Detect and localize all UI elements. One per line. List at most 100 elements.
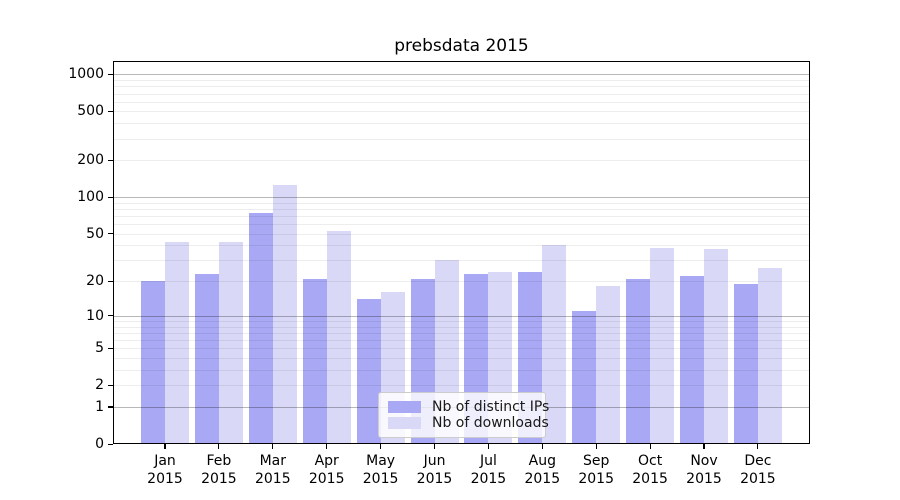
legend-entry-downloads: Nb of downloads [388, 415, 549, 431]
gridline-minor-50 [113, 233, 810, 235]
y-tick-mark-20 [108, 280, 113, 282]
y-tick-mark-500 [108, 110, 113, 113]
x-tick-mark-jan [164, 444, 166, 449]
gridline-minor-6 [113, 339, 810, 341]
bar-nb-of-distinct-ips-feb-2015 [194, 273, 219, 444]
gridline-minor-200 [113, 160, 810, 162]
y-tick-mark-5 [108, 347, 113, 349]
bar-nb-of-distinct-ips-dec-2015 [733, 283, 758, 444]
x-tick-mark-apr [326, 444, 328, 449]
bar-nb-of-downloads-sep-2015 [596, 286, 621, 444]
bar-nb-of-distinct-ips-sep-2015 [572, 311, 597, 444]
gridline-minor-400 [113, 123, 810, 125]
x-tick-mark-jul [487, 444, 489, 449]
bar-nb-of-downloads-oct-2015 [650, 248, 675, 444]
legend-entry-distinct-ips: Nb of distinct IPs [388, 399, 549, 415]
bar-nb-of-downloads-mar-2015 [272, 185, 297, 444]
gridline-minor-9 [113, 320, 810, 322]
y-tick-label-20: 20 [86, 273, 104, 290]
x-tick-mark-nov [703, 444, 705, 449]
bar-nb-of-distinct-ips-may-2015 [356, 299, 381, 444]
x-tick-label-may-2015: May 2015 [362, 453, 399, 487]
y-tick-label-1: 1 [95, 398, 104, 415]
x-tick-mark-may [380, 444, 382, 449]
x-tick-label-jan-2015: Jan 2015 [147, 453, 183, 487]
legend: Nb of distinct IPs Nb of downloads [378, 392, 549, 438]
gridline-major-1000 [113, 74, 810, 76]
x-tick-label-dec-2015: Dec 2015 [740, 453, 776, 487]
y-tick-label-50: 50 [86, 225, 104, 242]
y-tick-label-1000: 1000 [68, 66, 104, 83]
legend-swatch-distinct-ips [388, 401, 421, 413]
gridline-minor-30 [113, 260, 810, 262]
gridline-minor-800 [113, 86, 810, 88]
gridline-minor-60 [113, 224, 810, 226]
gridline-major-10 [113, 315, 810, 317]
legend-swatch-downloads [388, 417, 421, 429]
gridline-minor-700 [113, 93, 810, 95]
gridline-minor-90 [113, 202, 810, 204]
gridline-minor-4 [113, 357, 810, 359]
bar-nb-of-downloads-nov-2015 [704, 249, 728, 444]
gridline-minor-20 [113, 281, 810, 283]
gridline-minor-7 [113, 332, 810, 334]
y-tick-mark-100 [108, 196, 113, 198]
gridline-minor-8 [113, 326, 810, 328]
gridline-major-100 [113, 197, 810, 199]
y-tick-label-500: 500 [77, 103, 104, 120]
x-tick-mark-dec [757, 444, 759, 449]
y-tick-mark-10 [108, 315, 113, 317]
bar-nb-of-downloads-aug-2015 [542, 245, 567, 444]
x-tick-mark-feb [218, 444, 220, 449]
y-tick-mark-50 [108, 233, 113, 235]
x-tick-label-jun-2015: Jun 2015 [416, 453, 453, 487]
gridline-minor-70 [113, 216, 810, 217]
x-tick-mark-jun [433, 444, 436, 449]
legend-label-distinct-ips: Nb of distinct IPs [432, 399, 550, 415]
gridline-minor-500 [113, 111, 810, 113]
chart-title: prebsdata 2015 [394, 36, 529, 56]
y-tick-label-100: 100 [77, 189, 104, 206]
bar-nb-of-distinct-ips-mar-2015 [248, 213, 273, 444]
bar-nb-of-distinct-ips-nov-2015 [680, 276, 704, 444]
bar-nb-of-distinct-ips-oct-2015 [626, 278, 651, 444]
y-tick-label-10: 10 [86, 307, 104, 324]
x-tick-label-apr-2015: Apr 2015 [308, 453, 345, 487]
bar-nb-of-distinct-ips-jan-2015 [141, 281, 165, 444]
bar-nb-of-downloads-apr-2015 [326, 230, 351, 444]
gridline-minor-5 [113, 348, 810, 350]
y-tick-label-5: 5 [95, 340, 104, 357]
x-tick-label-sep-2015: Sep 2015 [578, 453, 614, 487]
x-tick-label-feb-2015: Feb 2015 [201, 453, 237, 487]
bar-nb-of-downloads-feb-2015 [218, 241, 243, 444]
y-tick-mark-200 [108, 159, 113, 161]
x-tick-mark-aug [541, 444, 543, 449]
x-tick-label-mar-2015: Mar 2015 [254, 453, 291, 487]
gridline-minor-300 [113, 138, 810, 140]
bar-nb-of-distinct-ips-apr-2015 [302, 278, 327, 444]
y-tick-label-200: 200 [77, 152, 104, 169]
gridline-minor-2 [113, 385, 810, 387]
bar-nb-of-downloads-dec-2015 [757, 267, 782, 444]
y-tick-mark-0 [108, 443, 113, 445]
gridline-minor-3 [113, 369, 810, 371]
y-tick-mark-1000 [108, 73, 113, 76]
x-tick-mark-oct [649, 444, 651, 449]
bar-nb-of-downloads-jan-2015 [165, 241, 189, 444]
x-tick-mark-sep [595, 444, 597, 449]
x-tick-mark-mar [272, 444, 274, 449]
y-tick-label-0: 0 [95, 436, 104, 452]
y-tick-label-2: 2 [95, 377, 104, 394]
gridline-minor-40 [113, 245, 810, 247]
y-tick-mark-2 [108, 384, 113, 386]
gridline-minor-900 [113, 80, 810, 81]
gridline-minor-600 [113, 101, 810, 103]
x-tick-label-nov-2015: Nov 2015 [686, 453, 722, 487]
x-tick-label-jul-2015: Jul 2015 [470, 453, 507, 487]
y-tick-mark-1 [108, 406, 113, 408]
legend-label-downloads: Nb of downloads [432, 415, 549, 431]
x-tick-label-oct-2015: Oct 2015 [632, 453, 668, 487]
